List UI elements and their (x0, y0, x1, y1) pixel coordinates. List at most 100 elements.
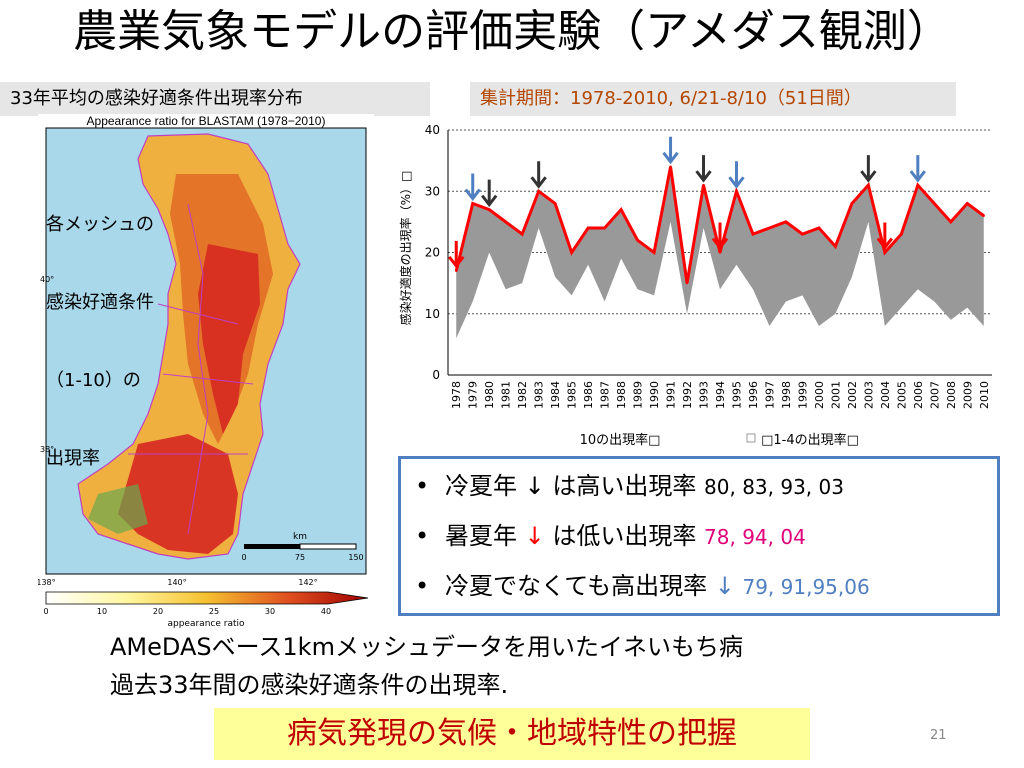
x-tick-label: 2004 (879, 381, 892, 409)
x-tick-label: 1992 (681, 381, 694, 409)
x-tick-label: 2002 (846, 381, 859, 409)
down-arrow-icon (481, 179, 498, 208)
x-tick-label: 1995 (730, 381, 743, 409)
x-tick-label: 1979 (467, 381, 480, 409)
x-tick-label: 1987 (599, 381, 612, 409)
down-arrow-icon (876, 222, 894, 250)
down-arrow-icon (530, 161, 547, 189)
x-tick-label: 1997 (763, 381, 776, 409)
x-tick-label: 2007 (928, 381, 941, 409)
finding-text: 冷夏でなくても高出現率 (445, 572, 708, 600)
scale-unit: km (293, 532, 307, 542)
data-point (652, 251, 656, 254)
land-high-region-north (198, 244, 260, 434)
lon-label-140: 140° (167, 578, 186, 587)
description-line-2: 過去33年間の感染好適条件の出現率. (110, 671, 509, 699)
arrow-head (695, 170, 712, 183)
x-tick-label: 1990 (648, 381, 661, 409)
lat-label-40: 40° (40, 275, 54, 284)
x-tick-label: 1981 (500, 381, 513, 409)
arrow-head (448, 255, 465, 269)
prefecture-boundary-2 (128, 303, 254, 455)
x-tick-label: 1989 (632, 381, 645, 409)
colorbar-tick-30: 30 (265, 607, 275, 616)
y-tick-label: 40 (425, 123, 440, 137)
x-tick-label: 2003 (862, 381, 875, 409)
data-point (784, 220, 788, 224)
land-mountain-region (88, 484, 148, 534)
page-number: 21 (930, 728, 947, 743)
data-point (735, 190, 738, 193)
down-arrow-icon (711, 222, 729, 250)
arrow-head (860, 170, 877, 183)
findings-box: • 冷夏年 ↓ は高い出現率 80, 83, 93, 03 • 暑夏年 ↓ は低い出… (398, 456, 1000, 616)
data-point (768, 226, 771, 230)
slide-title: 農業気象モデルの評価実験（アメダス観測） (73, 6, 951, 57)
y-tick-label: 0 (432, 368, 440, 382)
data-point (933, 202, 936, 205)
x-tick-label: 1978 (450, 381, 463, 409)
down-arrow-icon (909, 155, 927, 183)
map-caption-line: 各メッシュの (46, 214, 154, 235)
data-point (817, 226, 821, 230)
data-point (504, 220, 507, 224)
data-point (488, 208, 491, 211)
bullet: • (415, 572, 430, 600)
lon-label-142: 142° (298, 578, 317, 587)
map-subtitle: 33年平均の感染好適条件出現率分布 (0, 82, 430, 116)
y-tick-label: 20 (425, 246, 440, 260)
map-caption-line: 感染好適条件 (46, 292, 154, 313)
tohoku-appearance-map: Appearance ratio for BLASTAM (1978−2010)… (38, 114, 374, 630)
lon-label-138: 138° (38, 578, 56, 587)
finding-rest: は高い出現率 (552, 472, 697, 500)
data-point (702, 183, 705, 187)
description-line-1: AMeDASベース1kmメッシュデータを用いたイネいもち病 (110, 633, 743, 661)
data-point (867, 183, 870, 187)
down-arrow-icon: ↓ (524, 522, 545, 550)
finding-text: 暑夏年 (445, 522, 517, 550)
down-arrow-icon: ↓ (714, 572, 735, 600)
arrow-head (662, 151, 679, 165)
y-tick-label: 10 (425, 307, 440, 321)
down-arrow-icon (662, 136, 679, 165)
legend-swatch (746, 433, 756, 443)
data-point (718, 251, 722, 254)
map-title: Appearance ratio for BLASTAM (1978−2010) (87, 114, 326, 128)
x-tick-label: 1982 (516, 381, 529, 409)
data-point (949, 220, 952, 224)
finding-non-cool: • 冷夏でなくても高出現率 ↓ 79, 91,95,06 (415, 569, 870, 604)
down-arrow-icon (448, 240, 465, 269)
bullet: • (415, 522, 430, 550)
x-tick-label: 1994 (714, 381, 727, 409)
arrow-head (909, 170, 927, 183)
x-tick-label: 2006 (912, 381, 925, 409)
chart-axes: 1978 1979 1980 1981 1982 1983 1984 1985 1986 1987… (447, 130, 992, 409)
data-point (801, 232, 804, 236)
map-caption-line: 出現率 (46, 448, 100, 469)
conclusion-banner: 病気発現の気候・地域特性の把握 (214, 708, 810, 760)
scale-tick-75: 75 (295, 553, 305, 562)
data-point (900, 232, 903, 236)
x-tick-label: 1999 (796, 381, 809, 409)
colorbar-tick-25: 25 (209, 607, 219, 616)
data-point (537, 190, 540, 193)
arrow-head (464, 188, 481, 201)
down-arrow-icon (695, 155, 712, 183)
x-tick-label: 1991 (665, 381, 678, 409)
x-tick-label: 1980 (483, 381, 496, 409)
data-point (685, 281, 689, 285)
colorbar-tick-10: 10 (97, 607, 107, 616)
finding-rest: は低い出現率 (552, 522, 697, 550)
down-arrow-icon: ↓ (524, 472, 545, 500)
x-tick-label: 2009 (961, 381, 974, 409)
data-point (669, 165, 672, 168)
colorbar-label: appearance ratio (167, 619, 245, 629)
arrow-head (530, 176, 547, 189)
chart-series-line (454, 165, 985, 285)
legend-entry-10: 10の出現率□ (580, 432, 661, 448)
finding-years: 80, 83, 93, 03 (704, 475, 844, 499)
lat-label-38: 38° (40, 445, 54, 454)
scale-bar-white (299, 543, 357, 550)
scale-tick-0: 0 (241, 553, 246, 562)
